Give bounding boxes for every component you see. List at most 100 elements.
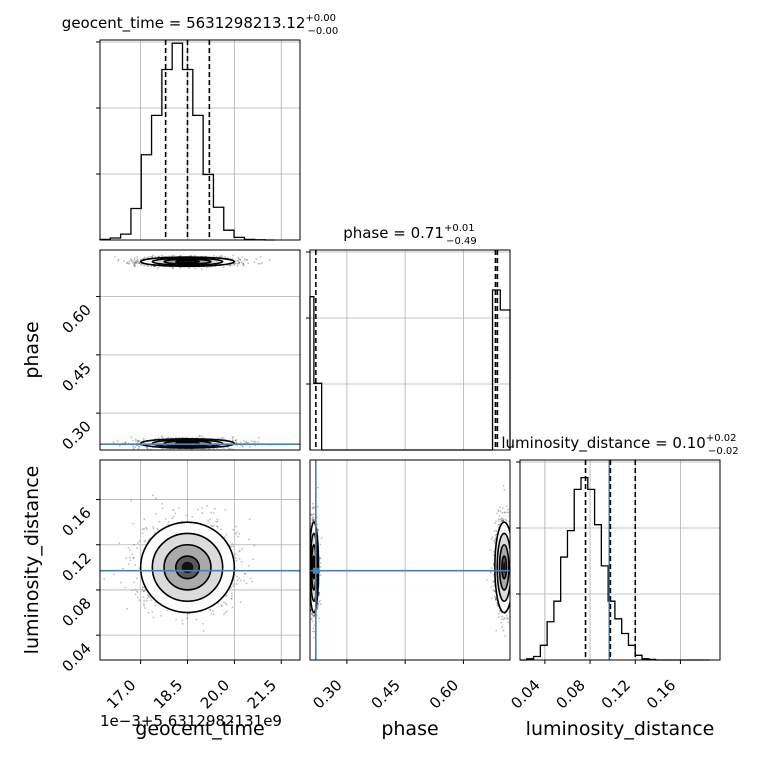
sample-point (231, 595, 233, 597)
panel-geocent_time-marginal: geocent_time = 5631298213.12+0.00 −0.00 (62, 13, 338, 240)
scatter-xtick-label-1: 18.5 (150, 676, 186, 712)
sample-point (236, 531, 238, 533)
scatter-xtick-label-0: 17.0 (103, 676, 139, 712)
sample-point (223, 437, 225, 439)
sample-point (149, 597, 151, 599)
sample-point (172, 267, 174, 269)
scatter-points (94, 255, 270, 452)
title-lower-error: −0.00 (308, 26, 339, 37)
sample-point (142, 528, 144, 530)
panel-title: phase = 0.71+0.01 −0.49 (343, 223, 477, 247)
sample-point (135, 594, 137, 596)
histogram-bin-7 (172, 43, 182, 240)
sample-point (143, 541, 145, 543)
sample-point (125, 557, 127, 559)
histogram-bin-10 (588, 489, 595, 660)
sample-point (154, 255, 156, 257)
sample-point (155, 602, 157, 604)
sample-point (210, 512, 212, 514)
histogram-bin-50 (504, 310, 510, 450)
sample-point (143, 600, 145, 602)
sample-point (133, 259, 135, 261)
histogram-bin-12 (601, 566, 608, 660)
sample-point (144, 265, 146, 267)
sample-point (148, 256, 150, 258)
sample-point (133, 544, 135, 546)
sample-point (218, 255, 220, 257)
panel-luminosity_distance-vs-phase: 0.30 0.45 0.60 (307, 460, 521, 712)
sample-point (231, 543, 233, 545)
sample-point (240, 441, 242, 443)
sample-point (253, 545, 255, 547)
histogram-bin-0 (310, 297, 314, 450)
sample-point (198, 435, 200, 437)
sample-point (258, 263, 260, 265)
sample-point (167, 436, 169, 438)
sample-point (202, 623, 204, 625)
sample-point (137, 597, 139, 599)
sample-point (313, 627, 315, 629)
sample-point (241, 561, 243, 563)
panel-frame (100, 250, 300, 450)
sample-point (194, 255, 196, 257)
sample-point (147, 597, 149, 599)
sample-point (137, 258, 139, 260)
sample-point (129, 549, 131, 551)
sample-point (134, 257, 136, 259)
sample-point (223, 614, 225, 616)
sample-point (113, 441, 115, 443)
sample-point (131, 260, 133, 262)
sample-point (150, 599, 152, 601)
scatter-ytick-label-2: 0.12 (58, 549, 94, 585)
sample-point (178, 507, 180, 509)
density-core-0 (182, 261, 194, 262)
sample-point (210, 613, 212, 615)
sample-point (308, 547, 310, 549)
sample-point (143, 518, 145, 520)
sample-point (135, 438, 137, 440)
histogram-bin-12 (224, 230, 234, 240)
sample-point (137, 440, 139, 442)
histogram-bin-4 (141, 155, 151, 240)
sample-point (232, 258, 234, 260)
sample-point (224, 509, 226, 511)
sample-point (139, 540, 141, 542)
histogram-bin-10 (203, 174, 213, 240)
sample-point (159, 521, 161, 523)
sample-point (236, 263, 238, 265)
title-upper-error: +0.00 (305, 13, 336, 24)
sample-point (260, 256, 262, 258)
sample-point (134, 262, 136, 264)
sample-point (231, 264, 233, 266)
sample-point (237, 265, 239, 267)
sample-point (242, 263, 244, 265)
sample-point (215, 521, 217, 523)
sample-point (236, 560, 238, 562)
sample-point (135, 589, 137, 591)
sample-point (142, 532, 144, 534)
sample-point (259, 263, 261, 265)
sample-point (235, 557, 237, 559)
sample-point (124, 442, 126, 444)
sample-point (144, 607, 146, 609)
sample-point (248, 538, 250, 540)
sample-point (131, 589, 133, 591)
sample-point (152, 616, 154, 618)
sample-point (138, 445, 140, 447)
sample-point (232, 545, 234, 547)
sample-point (201, 268, 203, 270)
sample-point (308, 594, 310, 596)
histogram-bin-1 (314, 383, 318, 450)
sample-point (151, 256, 153, 258)
sample-point (148, 612, 150, 614)
sample-point (254, 441, 256, 443)
sample-point (244, 260, 246, 262)
histogram-bin-2 (534, 656, 541, 660)
sample-point (128, 261, 130, 263)
histogram-bin-5 (554, 601, 561, 660)
sample-point (213, 255, 215, 257)
sample-point (224, 536, 226, 538)
sample-point (243, 580, 245, 582)
panel-luminosity_distance-vs-geocent_time: 0.040.080.120.1617.0 18.5 20.0 21.5 (58, 460, 300, 712)
sample-point (217, 518, 219, 520)
